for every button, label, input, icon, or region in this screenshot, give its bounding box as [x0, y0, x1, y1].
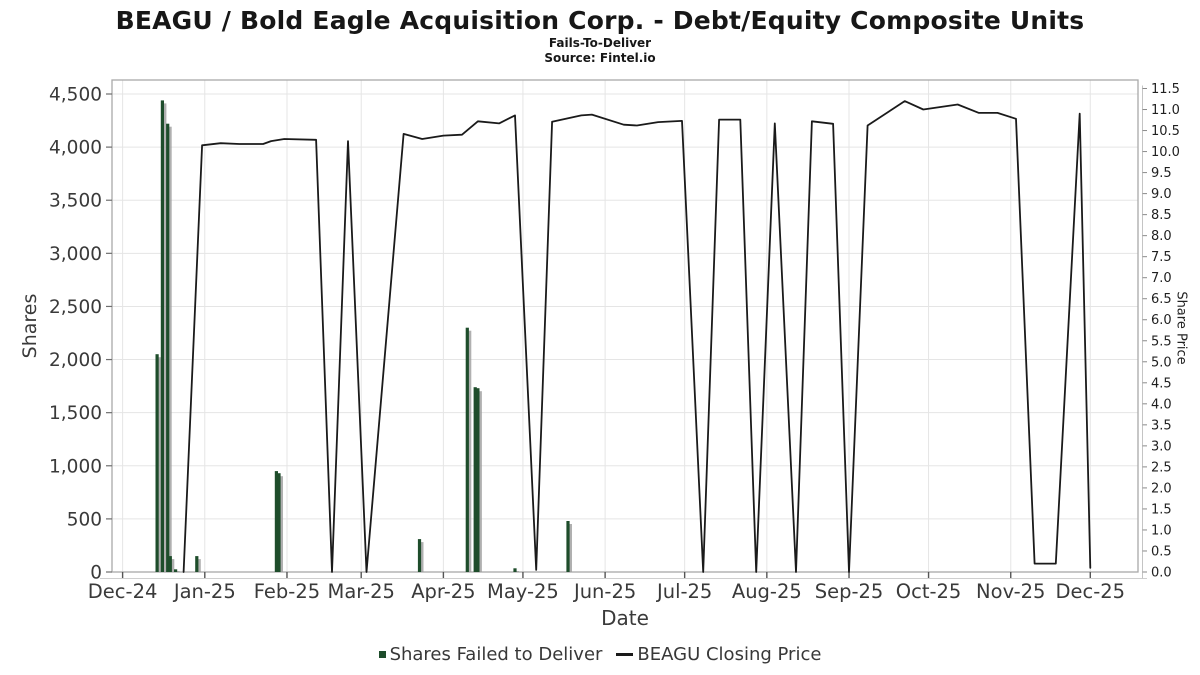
legend-swatch-bar-icon [378, 651, 386, 658]
svg-text:May-25: May-25 [487, 580, 559, 603]
svg-text:3.0: 3.0 [1151, 439, 1172, 454]
svg-text:4,000: 4,000 [49, 138, 102, 159]
svg-text:8.0: 8.0 [1151, 229, 1172, 244]
svg-text:4,500: 4,500 [49, 85, 102, 106]
svg-text:Dec-25: Dec-25 [1055, 580, 1125, 603]
svg-text:500: 500 [67, 509, 102, 530]
legend-label-line: BEAGU Closing Price [637, 644, 822, 665]
svg-text:Aug-25: Aug-25 [732, 580, 802, 603]
svg-text:6.5: 6.5 [1151, 292, 1172, 307]
chart-subtitle: Fails-To-Deliver [548, 36, 652, 50]
svg-text:1,500: 1,500 [49, 403, 102, 424]
svg-text:7.5: 7.5 [1151, 250, 1172, 265]
svg-text:9.0: 9.0 [1151, 187, 1172, 202]
svg-text:2,000: 2,000 [49, 350, 102, 371]
svg-text:Oct-25: Oct-25 [896, 580, 962, 603]
svg-text:0: 0 [90, 563, 102, 584]
svg-text:Feb-25: Feb-25 [254, 580, 320, 603]
svg-text:Jul-25: Jul-25 [655, 580, 712, 603]
svg-text:1.5: 1.5 [1151, 502, 1172, 517]
svg-text:Dec-24: Dec-24 [88, 580, 158, 603]
svg-text:2,500: 2,500 [49, 297, 102, 318]
svg-text:11.5: 11.5 [1151, 82, 1180, 97]
legend-swatch-line-icon [616, 653, 634, 656]
svg-text:Jan-25: Jan-25 [172, 580, 236, 603]
svg-text:5.5: 5.5 [1151, 334, 1172, 349]
x-axis-label-date: Date [601, 606, 649, 630]
y-axis-label-share-price: Share Price [1173, 291, 1189, 365]
svg-text:6.0: 6.0 [1151, 313, 1172, 328]
svg-text:3,500: 3,500 [49, 191, 102, 212]
svg-text:Apr-25: Apr-25 [411, 580, 475, 603]
svg-text:Nov-25: Nov-25 [976, 580, 1045, 603]
svg-text:2.0: 2.0 [1151, 481, 1172, 496]
chart-title: BEAGU / Bold Eagle Acquisition Corp. - D… [115, 6, 1085, 35]
svg-text:5.0: 5.0 [1151, 355, 1172, 370]
chart-canvas: 0 500 1,000 1,500 2,000 2,500 3,000 3,500 4,000 4… [49, 79, 1180, 603]
svg-text:4.5: 4.5 [1151, 376, 1172, 391]
svg-text:4.0: 4.0 [1151, 397, 1172, 412]
legend-item-bars: Shares Failed to Deliver [378, 644, 603, 665]
svg-text:8.5: 8.5 [1151, 208, 1172, 223]
svg-text:9.5: 9.5 [1151, 166, 1172, 181]
svg-text:7.0: 7.0 [1151, 271, 1172, 286]
svg-text:Mar-25: Mar-25 [328, 580, 395, 603]
svg-text:0.5: 0.5 [1151, 544, 1172, 559]
legend-item-line: BEAGU Closing Price [616, 644, 821, 665]
chart-source: Source: Fintel.io [544, 51, 656, 65]
legend-label-bars: Shares Failed to Deliver [389, 644, 603, 665]
svg-text:0.0: 0.0 [1151, 566, 1172, 581]
svg-text:3.5: 3.5 [1151, 418, 1172, 433]
y-axis-label-shares: Shares [19, 293, 41, 359]
legend: Shares Failed to Deliver BEAGU Closing P… [0, 644, 1200, 665]
svg-text:Sep-25: Sep-25 [815, 580, 884, 603]
svg-text:3,000: 3,000 [49, 244, 102, 265]
svg-text:1.0: 1.0 [1151, 523, 1172, 538]
svg-text:11.0: 11.0 [1151, 103, 1180, 118]
svg-text:10.0: 10.0 [1151, 145, 1180, 160]
svg-text:10.5: 10.5 [1151, 124, 1180, 139]
svg-text:1,000: 1,000 [49, 456, 102, 477]
svg-text:Jun-25: Jun-25 [572, 580, 636, 603]
svg-text:2.5: 2.5 [1151, 460, 1172, 475]
